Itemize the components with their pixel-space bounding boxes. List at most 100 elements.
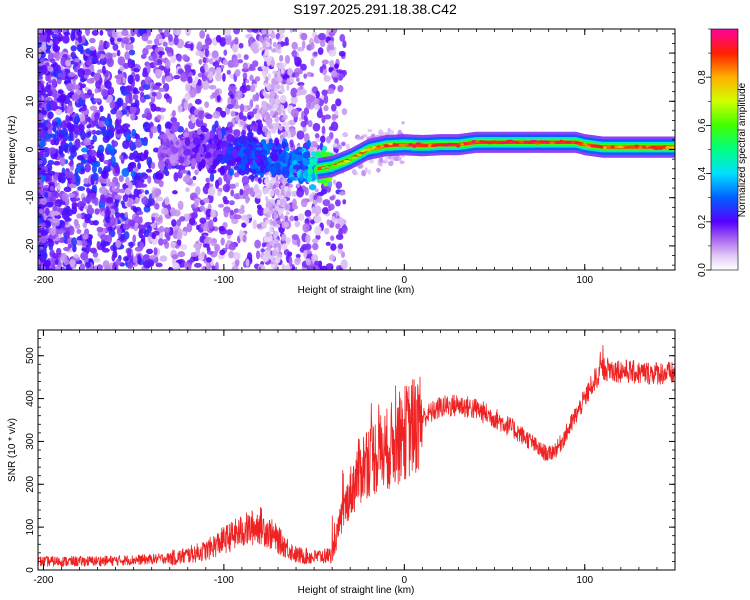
noise-blob — [132, 87, 138, 94]
noise-blob — [64, 213, 70, 223]
noise-blob — [66, 82, 74, 91]
noise-blob — [252, 123, 258, 132]
noise-blob — [91, 29, 99, 36]
noise-blob — [55, 247, 62, 255]
y-tick-label: -20 — [25, 238, 36, 253]
noise-blob — [297, 82, 305, 87]
noise-blob — [77, 67, 85, 78]
noise-blob — [146, 156, 153, 167]
noise-blob — [124, 211, 129, 218]
noise-blob — [262, 187, 268, 195]
noise-blob — [331, 216, 336, 223]
noise-blob — [79, 206, 84, 212]
noise-blob — [106, 192, 112, 197]
noise-blob — [143, 261, 150, 268]
noise-blob — [130, 113, 136, 121]
noise-blob — [254, 76, 261, 82]
noise-blob — [275, 115, 279, 123]
noise-blob — [281, 141, 287, 149]
noise-blob — [38, 65, 43, 71]
noise-blob — [39, 235, 47, 244]
noise-blob — [215, 66, 222, 74]
noise-blob — [254, 158, 261, 163]
noise-blob — [357, 164, 362, 169]
noise-blob — [361, 169, 367, 177]
noise-blob — [67, 105, 74, 115]
noise-blob — [232, 149, 239, 159]
noise-blob — [212, 111, 221, 119]
noise-blob — [233, 252, 241, 261]
noise-blob — [238, 150, 245, 158]
noise-blob — [45, 121, 52, 129]
noise-blob — [177, 251, 186, 258]
ridge-spot — [466, 141, 474, 145]
noise-blob — [193, 207, 199, 214]
noise-blob — [132, 234, 137, 244]
ridge-spot — [658, 147, 664, 150]
noise-blob — [218, 225, 225, 232]
ridge-spot — [375, 146, 383, 150]
noise-blob — [241, 222, 247, 228]
noise-blob — [131, 128, 137, 137]
noise-blob — [230, 189, 235, 197]
noise-blob — [337, 243, 344, 250]
noise-blob — [47, 111, 54, 119]
noise-blob — [130, 102, 138, 108]
noise-blob — [223, 153, 231, 163]
noise-blob — [173, 29, 182, 36]
noise-blob — [286, 238, 290, 246]
noise-blob — [351, 169, 357, 175]
noise-blob — [190, 212, 198, 219]
noise-blob — [63, 31, 71, 36]
noise-blob — [264, 219, 271, 224]
noise-blob — [122, 140, 130, 150]
noise-blob — [190, 204, 195, 209]
noise-blob — [105, 98, 113, 103]
noise-blob — [325, 241, 331, 246]
noise-blob — [106, 57, 114, 68]
noise-blob — [116, 228, 123, 236]
noise-blob — [43, 192, 49, 199]
noise-blob — [52, 43, 59, 52]
noise-blob — [261, 65, 267, 71]
noise-blob — [140, 53, 147, 59]
noise-blob — [304, 243, 312, 251]
noise-blob — [191, 114, 196, 124]
noise-blob — [115, 258, 121, 266]
noise-blob — [83, 137, 91, 146]
noise-blob — [290, 108, 299, 118]
noise-blob — [169, 154, 177, 164]
noise-blob — [263, 207, 268, 214]
noise-blob — [67, 123, 76, 133]
noise-blob — [255, 250, 261, 260]
noise-blob — [138, 228, 143, 239]
noise-blob — [264, 49, 270, 57]
noise-blob — [269, 227, 274, 234]
noise-blob — [51, 262, 56, 270]
ridge-spot — [403, 142, 410, 146]
noise-blob — [65, 205, 71, 214]
noise-blob — [182, 132, 190, 138]
noise-blob — [204, 48, 210, 58]
noise-blob — [244, 166, 250, 175]
noise-blob — [280, 104, 285, 111]
noise-blob — [46, 267, 54, 270]
noise-blob — [249, 125, 255, 131]
noise-blob — [321, 59, 329, 65]
noise-blob — [99, 152, 105, 163]
noise-blob — [190, 195, 194, 200]
noise-blob — [196, 43, 203, 51]
noise-blob — [50, 101, 57, 110]
noise-blob — [58, 129, 67, 135]
ridge-spot — [628, 146, 637, 149]
noise-blob — [233, 29, 241, 35]
noise-blob — [63, 246, 71, 252]
noise-blob — [253, 184, 260, 194]
noise-blob — [162, 239, 168, 245]
noise-blob — [278, 108, 282, 114]
noise-blob — [217, 130, 223, 140]
noise-blob — [54, 237, 60, 242]
noise-blob — [239, 120, 247, 126]
noise-blob — [310, 58, 315, 67]
